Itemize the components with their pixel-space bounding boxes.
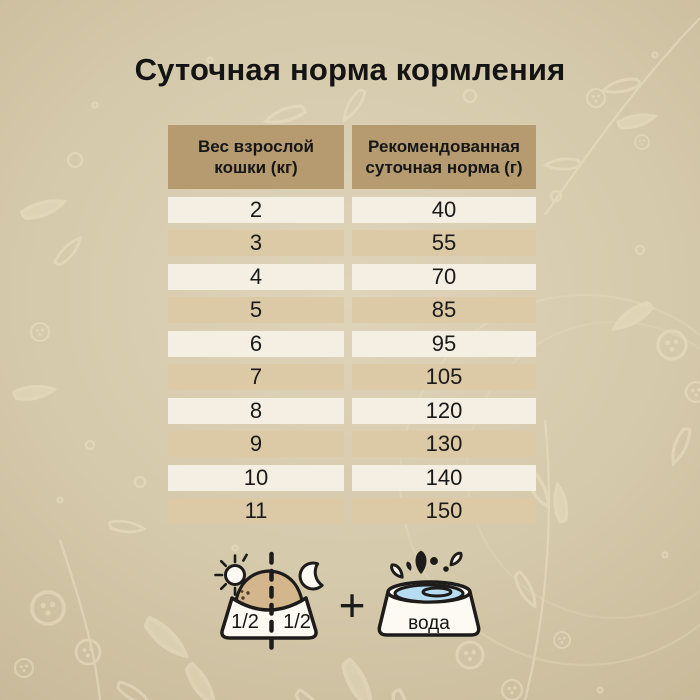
weight-cell: 2 <box>168 196 344 223</box>
weight-cell: 7 <box>168 364 344 390</box>
amount-cell: 120 <box>352 397 536 424</box>
amount-cell: 40 <box>352 196 536 223</box>
weight-cell: 10 <box>168 464 344 491</box>
amount-cell: 70 <box>352 263 536 290</box>
column-header-amount: Рекомендованная суточная норма (г) <box>352 125 536 189</box>
sun-icon <box>214 553 248 596</box>
amount-cell: 130 <box>352 431 536 457</box>
column-header-weight: Вес взрослой кошки (кг) <box>168 125 344 189</box>
food-bowl-icon: 1/2 1/2 <box>214 551 324 652</box>
half-label-night: 1/2 <box>283 611 311 633</box>
weight-cell: 11 <box>168 498 344 524</box>
half-label-day: 1/2 <box>231 611 259 633</box>
moon-icon <box>298 561 324 591</box>
weight-cell: 9 <box>168 431 344 457</box>
amount-cell: 95 <box>352 330 536 357</box>
weight-cell: 4 <box>168 263 344 290</box>
weight-cell: 6 <box>168 330 344 357</box>
amount-cell: 55 <box>352 230 536 256</box>
amount-cell: 140 <box>352 464 536 491</box>
amount-cell: 85 <box>352 297 536 323</box>
feeding-table: Вес взрослой кошки (кг) Рекомендованная … <box>168 125 536 524</box>
amount-cell: 150 <box>352 498 536 524</box>
weight-cell: 3 <box>168 230 344 256</box>
amount-cell: 105 <box>352 364 536 390</box>
plus-icon: + <box>338 579 366 631</box>
water-bowl-icon: вода <box>377 550 481 637</box>
page-title: Суточная норма кормления <box>134 52 566 87</box>
weight-cell: 8 <box>168 397 344 424</box>
weight-cell: 5 <box>168 297 344 323</box>
water-label: вода <box>408 613 450 634</box>
water-splash-icon <box>390 550 463 579</box>
